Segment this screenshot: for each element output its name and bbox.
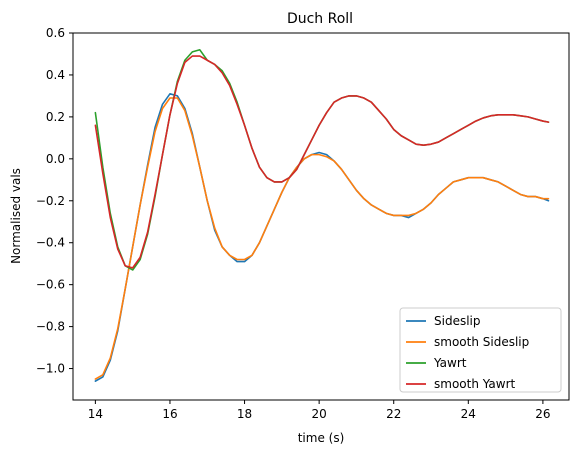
y-axis-label: Normalised vals — [9, 168, 23, 264]
series-line-2 — [94, 48, 550, 271]
plot-frame — [72, 32, 570, 401]
y-tick-label: −0.8 — [36, 320, 65, 334]
y-tick-label: −0.4 — [36, 236, 65, 250]
x-tick-label: 14 — [88, 407, 103, 421]
x-tick-label: 20 — [311, 407, 326, 421]
x-axis: 14 16 18 20 22 24 26 — [88, 400, 551, 421]
y-tick-label: −0.6 — [36, 278, 65, 292]
y-tick-label: 0.2 — [46, 110, 65, 124]
series-line-3 — [94, 55, 550, 269]
y-tick-label: 0.0 — [46, 152, 65, 166]
y-axis: −1.0 −0.8 −0.6 −0.4 −0.2 0.0 0.2 0.4 0.6 — [36, 26, 73, 376]
y-tick-label: −1.0 — [36, 362, 65, 376]
chart-title: Duch Roll — [287, 11, 353, 27]
legend-label-1: smooth Sideslip — [434, 335, 529, 349]
series-layer — [94, 48, 550, 382]
y-tick-label: −0.2 — [36, 194, 65, 208]
x-tick-label: 16 — [162, 407, 177, 421]
legend-label-0: Sideslip — [434, 314, 481, 328]
x-tick-label: 22 — [386, 407, 401, 421]
legend-label-2: Yawrt — [433, 356, 467, 370]
series-line-1 — [94, 97, 550, 380]
x-tick-label: 18 — [237, 407, 252, 421]
x-tick-label: 24 — [461, 407, 476, 421]
legend: Sideslip smooth Sideslip Yawrt smooth Yawrt — [399, 307, 562, 393]
y-tick-label: 0.6 — [46, 26, 65, 40]
legend-box — [399, 307, 562, 393]
legend-label-3: smooth Yawrt — [434, 377, 516, 391]
x-tick-label: 26 — [535, 407, 550, 421]
x-axis-label: time (s) — [298, 431, 345, 445]
y-tick-label: 0.4 — [46, 68, 65, 82]
